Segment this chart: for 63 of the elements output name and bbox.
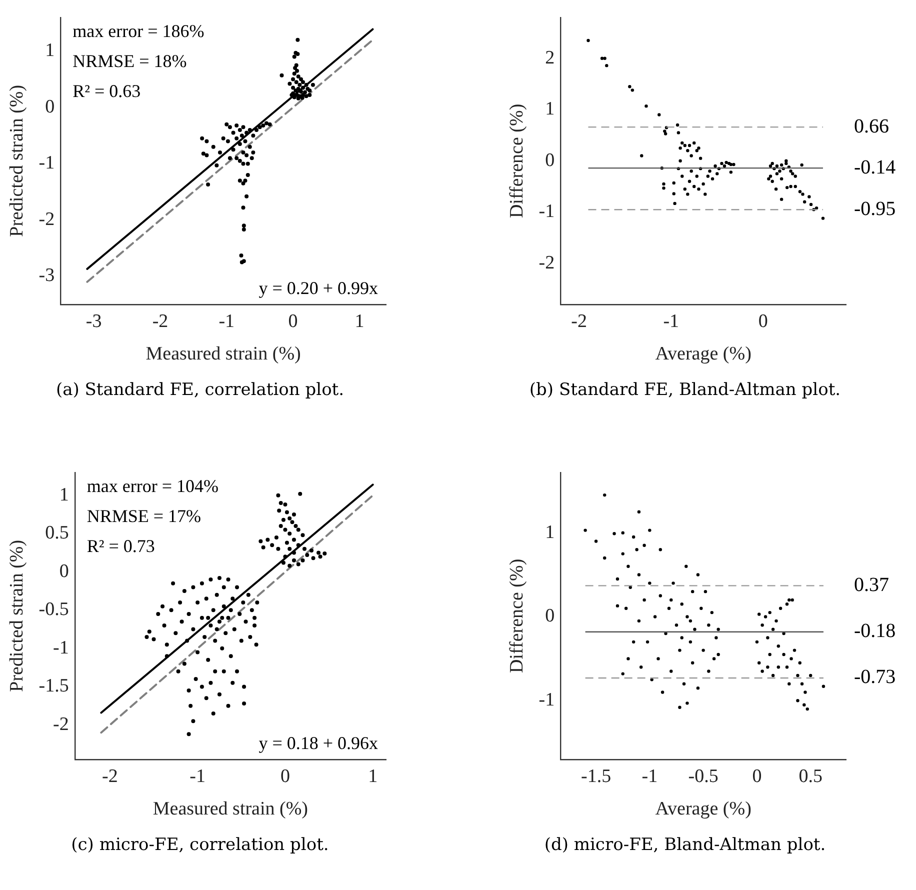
annotation: NRMSE = 18% xyxy=(72,51,187,72)
x-axis-title: Measured strain (%) xyxy=(152,798,308,820)
text: (d) micro-FE, Bland-Altman plot. xyxy=(543,835,827,855)
ref-line-label: -0.73 xyxy=(854,666,896,688)
y-tick-label: -0.5 xyxy=(38,599,69,620)
ref-line-label: -0.14 xyxy=(854,156,896,178)
x-tick-label: -2 xyxy=(571,310,587,332)
y-tick-label: -1 xyxy=(538,690,555,711)
x-tick-label: 1 xyxy=(368,766,378,787)
annotation: max error = 186% xyxy=(72,21,204,42)
y-tick-label: 0 xyxy=(45,96,55,118)
x-tick-label: -1 xyxy=(190,766,206,787)
ref-line-label: 0.37 xyxy=(854,574,889,596)
y-axis-title: Difference (%) xyxy=(506,104,528,218)
x-tick-label: 1 xyxy=(354,310,364,332)
x-tick-label: -1.5 xyxy=(580,766,612,787)
ref-line-label: -0.95 xyxy=(854,198,896,220)
annotation: R² = 0.63 xyxy=(72,81,141,102)
x-tick-label: -1 xyxy=(218,310,235,332)
x-tick-label: 0 xyxy=(280,766,290,787)
annotation: max error = 104% xyxy=(86,476,218,496)
y-tick-label: -2 xyxy=(538,252,555,274)
annotation: y = 0.18 + 0.96x xyxy=(258,733,378,754)
ref-line-label: -0.18 xyxy=(854,620,896,642)
text: (c) micro-FE, correlation plot. xyxy=(70,835,330,855)
y-tick-label: -3 xyxy=(38,265,55,286)
x-tick-label: 0 xyxy=(758,310,768,332)
x-tick-label: 0 xyxy=(288,310,298,332)
x-axis-title: Average (%) xyxy=(655,344,752,365)
annotation: NRMSE = 17% xyxy=(86,506,202,526)
y-tick-label: 1 xyxy=(545,98,555,120)
x-axis-title: Measured strain (%) xyxy=(146,344,301,365)
x-tick-label: -1 xyxy=(642,766,658,787)
y-axis-title: Predicted strain (%) xyxy=(6,84,28,237)
y-axis-title: Predicted strain (%) xyxy=(6,540,28,692)
annotation: R² = 0.73 xyxy=(86,536,155,556)
y-tick-label: 1 xyxy=(545,522,555,543)
y-axis-title: Difference (%) xyxy=(506,558,528,673)
y-tick-label: -1 xyxy=(53,637,69,658)
x-tick-label: 0 xyxy=(752,766,762,787)
annotation: y = 0.20 + 0.99x xyxy=(258,278,378,298)
y-tick-label: 1 xyxy=(45,40,55,62)
y-tick-label: 0 xyxy=(545,606,555,627)
x-tick-label: -2 xyxy=(102,766,118,787)
x-tick-label: 0.5 xyxy=(798,766,822,787)
y-tick-label: 1 xyxy=(59,484,69,506)
text: (a) Standard FE, correlation plot. xyxy=(54,380,346,400)
y-tick-label: -1.5 xyxy=(38,676,69,697)
y-tick-label: 2 xyxy=(545,47,555,68)
y-tick-label: -2 xyxy=(38,208,55,230)
x-tick-label: -1 xyxy=(663,310,680,332)
text: (b) Standard FE, Bland-Altman plot. xyxy=(528,380,842,400)
ref-line-label: 0.66 xyxy=(854,115,889,138)
y-tick-label: 0 xyxy=(59,560,69,582)
y-tick-label: -1 xyxy=(38,152,55,174)
y-tick-label: 0.5 xyxy=(45,522,69,544)
y-tick-label: 0 xyxy=(545,150,555,171)
x-tick-label: -3 xyxy=(86,310,102,332)
y-tick-label: -2 xyxy=(53,714,69,735)
x-tick-label: -2 xyxy=(152,310,168,332)
y-tick-label: -1 xyxy=(538,201,555,222)
x-tick-label: -0.5 xyxy=(688,766,718,787)
x-axis-title: Average (%) xyxy=(655,798,752,820)
